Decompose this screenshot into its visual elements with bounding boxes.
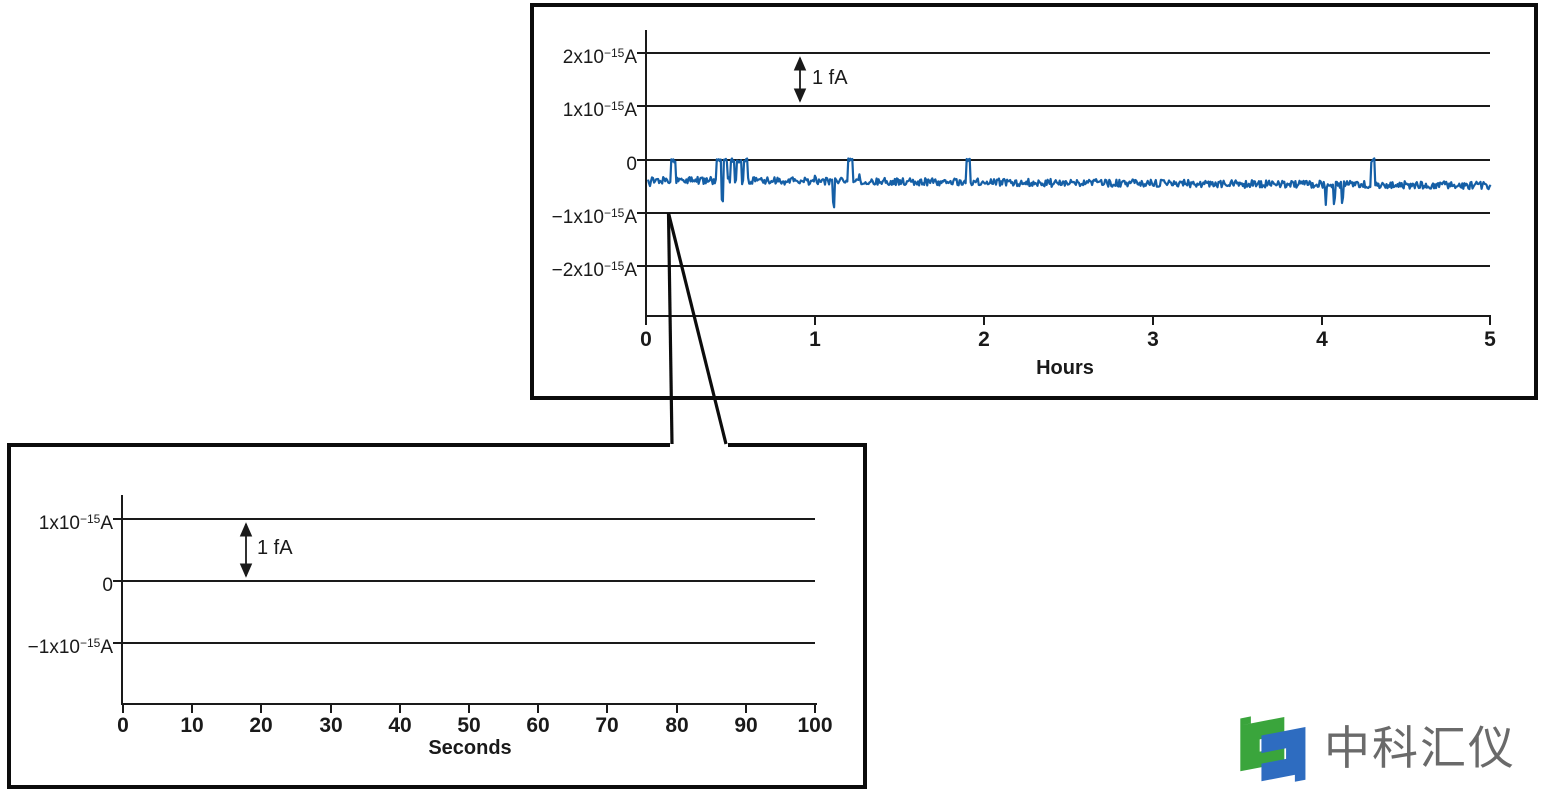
top-y-tick [637, 212, 645, 214]
bottom-x-tick-label: 90 [734, 714, 758, 737]
bottom-x-tick [745, 705, 747, 713]
top-y-tick [637, 159, 645, 161]
bottom-chart-box [7, 443, 867, 789]
bottom-gridline-m1fA [121, 642, 815, 644]
top-y-tick-label: 2x10−15A [562, 46, 637, 68]
bottom-x-tick [676, 705, 678, 713]
top-y-tick [637, 265, 645, 267]
top-x-tick-label: 4 [1316, 328, 1328, 351]
top-x-axis [645, 315, 1491, 317]
logo-icon [1240, 716, 1306, 782]
bottom-x-tick-label: 30 [319, 714, 343, 737]
top-gridline-m1fA [645, 212, 1490, 214]
bottom-x-tick [122, 705, 124, 713]
top-x-tick-label: 5 [1484, 328, 1496, 351]
logo-text: 中科汇仪 [1324, 722, 1516, 774]
bottom-x-tick-label: 70 [595, 714, 619, 737]
top-y-axis [645, 30, 647, 317]
bottom-y-tick [113, 518, 121, 520]
top-gridline-0 [645, 159, 1490, 161]
top-y-tick [637, 52, 645, 54]
bottom-x-tick [537, 705, 539, 713]
top-x-tick [645, 317, 647, 325]
bottom-x-axis [121, 703, 817, 705]
top-x-tick [1489, 317, 1491, 325]
top-x-tick [1152, 317, 1154, 325]
bottom-x-tick-label: 40 [388, 714, 412, 737]
top-x-tick [814, 317, 816, 325]
top-x-tick-label: 0 [640, 328, 652, 351]
bottom-1fA-annotation: 1 fA [257, 537, 293, 559]
bottom-x-tick [606, 705, 608, 713]
logo-icon-green [1240, 716, 1285, 772]
top-x-tick-label: 2 [978, 328, 990, 351]
bottom-y-tick-label: 1x10−15A [38, 512, 113, 534]
bottom-x-tick [399, 705, 401, 713]
bottom-x-tick-label: 10 [180, 714, 204, 737]
top-gridline-2fA [645, 52, 1490, 54]
bottom-y-axis [121, 495, 123, 705]
logo-icon-blue [1261, 726, 1306, 782]
bottom-y-tick-label: 0 [102, 575, 113, 596]
top-gridline-1fA [645, 105, 1490, 107]
bottom-x-tick [814, 705, 816, 713]
bottom-y-tick-label: −1x10−15A [27, 636, 113, 658]
top-y-tick-label: 1x10−15A [562, 99, 637, 121]
top-y-tick-label: −1x10−15A [551, 206, 637, 228]
bottom-y-tick [113, 642, 121, 644]
bottom-x-tick-label: 0 [117, 714, 129, 737]
top-x-tick-label: 3 [1147, 328, 1159, 351]
bottom-x-tick-label: 20 [249, 714, 273, 737]
top-y-tick [637, 105, 645, 107]
top-gridline-m2fA [645, 265, 1490, 267]
bottom-x-tick [468, 705, 470, 713]
top-x-tick-label: 1 [809, 328, 821, 351]
top-y-tick-label: 0 [626, 154, 637, 175]
top-x-axis-title: Hours [1036, 357, 1094, 379]
top-x-tick [983, 317, 985, 325]
bottom-gridline-1fA [121, 518, 815, 520]
top-y-tick-label: −2x10−15A [551, 259, 637, 281]
top-x-tick [1321, 317, 1323, 325]
logo: 中科汇仪 [1228, 696, 1528, 792]
bottom-gridline-0 [121, 580, 815, 582]
bottom-x-tick [330, 705, 332, 713]
top-1fA-annotation: 1 fA [812, 67, 848, 89]
bottom-x-tick-label: 100 [797, 714, 833, 737]
bottom-x-tick [191, 705, 193, 713]
bottom-x-axis-title: Seconds [428, 737, 512, 759]
bottom-x-tick-label: 60 [526, 714, 550, 737]
bottom-x-tick-label: 50 [457, 714, 481, 737]
top-chart-box [530, 3, 1538, 400]
bottom-x-tick-label: 80 [665, 714, 689, 737]
bottom-x-tick [260, 705, 262, 713]
bottom-y-tick [113, 580, 121, 582]
